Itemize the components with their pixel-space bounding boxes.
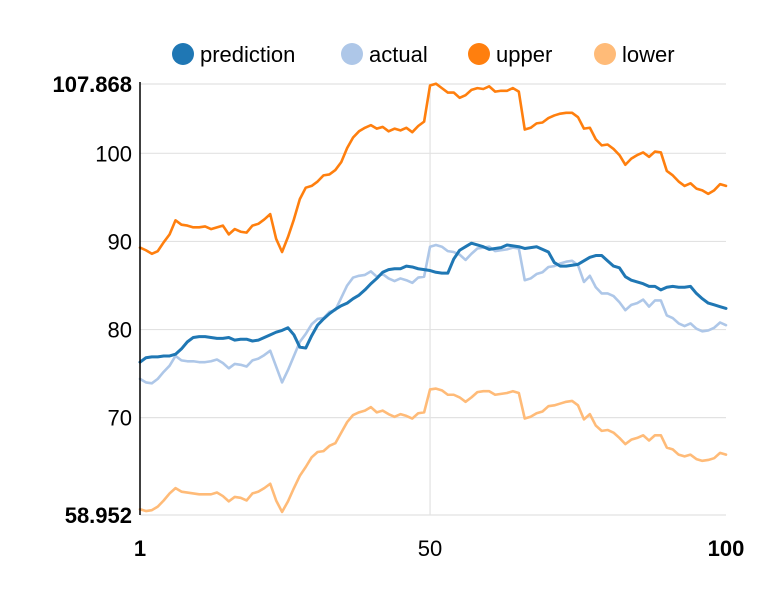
x-tick-label: 1: [134, 536, 146, 561]
legend-label: prediction: [200, 42, 295, 67]
y-tick-label: 80: [108, 318, 132, 343]
y-tick-label: 70: [108, 406, 132, 431]
legend-label: upper: [496, 42, 552, 67]
x-tick-label: 50: [418, 536, 442, 561]
x-tick-label: 100: [708, 536, 745, 561]
legend-item-lower[interactable]: lower: [594, 42, 675, 67]
legend-label: actual: [369, 42, 428, 67]
series-lines: [138, 82, 728, 514]
series-line-lower: [138, 387, 728, 514]
legend: prediction actual upper lower: [172, 42, 675, 67]
series-line-actual: [138, 243, 728, 385]
series-line-prediction: [138, 241, 728, 364]
legend-label: lower: [622, 42, 675, 67]
grid: [140, 83, 726, 516]
legend-marker: [594, 43, 616, 65]
x-axis-ticks: 1 50 100: [134, 536, 744, 561]
legend-item-upper[interactable]: upper: [468, 42, 552, 67]
series-line-upper: [138, 82, 728, 256]
y-tick-label: 58.952: [65, 503, 132, 528]
legend-item-prediction[interactable]: prediction: [172, 42, 295, 67]
legend-marker: [341, 43, 363, 65]
legend-marker: [172, 43, 194, 65]
legend-item-actual[interactable]: actual: [341, 42, 428, 67]
y-axis-ticks: 107.868 100 90 80 70 58.952: [52, 72, 132, 528]
y-tick-label: 100: [95, 141, 132, 166]
y-tick-label: 107.868: [52, 72, 132, 97]
legend-marker: [468, 43, 490, 65]
y-tick-label: 90: [108, 229, 132, 254]
